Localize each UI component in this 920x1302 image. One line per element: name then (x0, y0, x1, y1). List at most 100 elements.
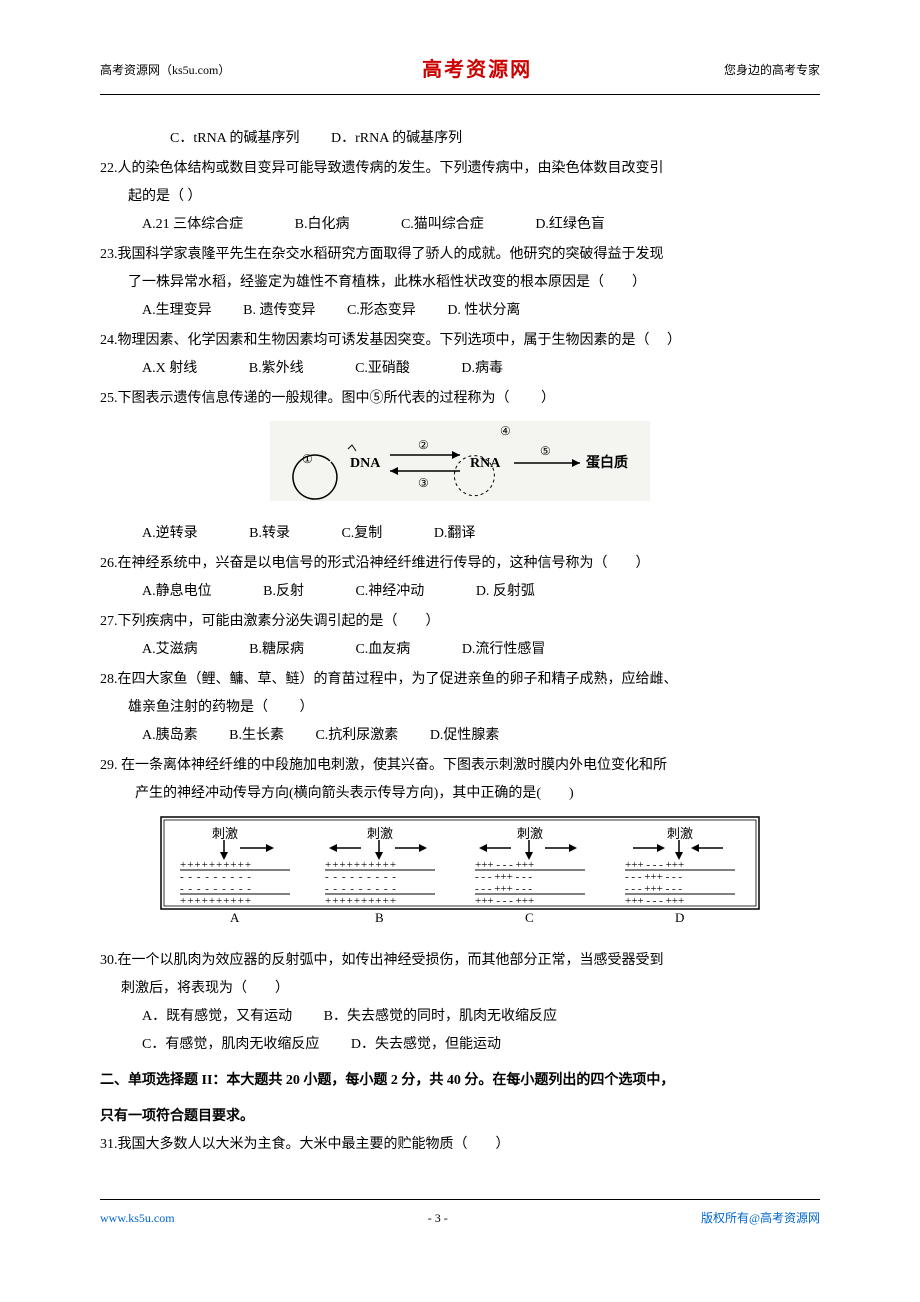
q25-label1: ① (302, 452, 313, 466)
q25-optD: D.翻译 (434, 526, 476, 541)
svg-text:- - - +++ - - -: - - - +++ - - - (475, 883, 532, 895)
question-31: 31.我国大多数人以大米为主食。大米中最主要的贮能物质（ ） (100, 1131, 820, 1159)
q25-label4: ④ (500, 424, 511, 438)
svg-text:- - - - - - - - -: - - - - - - - - - (180, 871, 252, 883)
svg-text:+++ - - - +++: +++ - - - +++ (625, 895, 684, 907)
q22-optB: B.白化病 (295, 217, 350, 232)
q29-panelC-label: C (525, 910, 534, 925)
q29-stimC: 刺激 (517, 826, 543, 841)
question-26: 26.在神经系统中，兴奋是以电信号的形式沿神经纤维进行传导的，这种信号称为（ ）… (100, 550, 820, 606)
question-30: 30.在一个以肌肉为效应器的反射弧中，如传出神经受损伤，而其他部分正常，当感受器… (100, 947, 820, 1059)
q23-stem2: 了一株异常水稻，经鉴定为雄性不育植株，此株水稻性状改变的根本原因是（ ） (100, 269, 820, 297)
q27-stem: 27.下列疾病中，可能由激素分泌失调引起的是（ ） (100, 608, 820, 636)
q21-optC: C．tRNA 的碱基序列 (170, 131, 300, 146)
question-24: 24.物理因素、化学因素和生物因素均可诱发基因突变。下列选项中，属于生物因素的是… (100, 327, 820, 383)
q30-stem2: 刺激后，将表现为（ ） (100, 975, 820, 1003)
q26-optB: B.反射 (263, 584, 304, 599)
svg-text:++++++++++: ++++++++++ (180, 859, 252, 871)
q25-dna: DNA (350, 456, 381, 471)
q27-optC: C.血友病 (355, 642, 410, 657)
q29-stem: 29. 在一条离体神经纤维的中段施加电刺激，使其兴奋。下图表示刺激时膜内外电位变… (100, 752, 820, 780)
svg-text:- - - - - - - - -: - - - - - - - - - (325, 883, 397, 895)
svg-text:+++ - - - +++: +++ - - - +++ (475, 859, 534, 871)
header-right: 您身边的高考专家 (724, 58, 820, 82)
section2-title1: 二、单项选择题 II：本大题共 20 小题，每小题 2 分，共 40 分。在每小… (100, 1067, 820, 1095)
q25-stem: 25.下图表示遗传信息传递的一般规律。图中⑤所代表的过程称为（ ） (100, 385, 820, 413)
q29-panelB-label: B (375, 910, 384, 925)
q24-optA: A.X 射线 (142, 361, 197, 376)
q25-label5: ⑤ (540, 444, 551, 458)
question-23: 23.我国科学家袁隆平先生在杂交水稻研究方面取得了骄人的成就。他研究的突破得益于… (100, 241, 820, 325)
header-center-logo: 高考资源网 (422, 50, 532, 90)
svg-text:+++ - - - +++: +++ - - - +++ (475, 895, 534, 907)
section2-title2: 只有一项符合题目要求。 (100, 1103, 820, 1131)
q22-optA: A.21 三体综合症 (142, 217, 243, 232)
q22-stem: 22.人的染色体结构或数目变异可能导致遗传病的发生。下列遗传病中，由染色体数目改… (100, 155, 820, 183)
q26-optC: C.神经冲动 (355, 584, 424, 599)
q30-optA: A．既有感觉，又有运动 (142, 1009, 292, 1024)
q28-optA: A.胰岛素 (142, 728, 198, 743)
q31-stem: 31.我国大多数人以大米为主食。大米中最主要的贮能物质（ ） (100, 1131, 820, 1159)
q22-optC: C.猫叫综合症 (401, 217, 484, 232)
q25-rna: RNA (470, 456, 501, 471)
q29-stimD: 刺激 (667, 826, 693, 841)
footer-left: www.ks5u.com (100, 1206, 175, 1230)
q27-optD: D.流行性感冒 (462, 642, 546, 657)
q21-optD: D．rRNA 的碱基序列 (331, 131, 462, 146)
q30-optB: B．失去感觉的同时，肌肉无收缩反应 (324, 1009, 557, 1024)
q28-stem2: 雄亲鱼注射的药物是（ ） (100, 694, 820, 722)
q23-optD: D. 性状分离 (447, 303, 520, 318)
q25-label2: ② (418, 438, 429, 452)
q24-optC: C.亚硝酸 (355, 361, 410, 376)
question-25: 25.下图表示遗传信息传递的一般规律。图中⑤所代表的过程称为（ ） ① DNA … (100, 385, 820, 548)
question-21-options: C．tRNA 的碱基序列 D．rRNA 的碱基序列 (100, 125, 820, 153)
q26-optD: D. 反射弧 (476, 584, 535, 599)
q24-optD: D.病毒 (461, 361, 503, 376)
header-left: 高考资源网（ks5u.com） (100, 58, 230, 82)
q28-optB: B.生长素 (229, 728, 284, 743)
q29-panelA-label: A (230, 910, 240, 925)
q29-stem2: 产生的神经冲动传导方向(横向箭头表示传导方向)，其中正确的是( ) (100, 780, 820, 808)
question-28: 28.在四大家鱼（鲤、鳙、草、鲢）的育苗过程中，为了促进亲鱼的卵子和精子成熟，应… (100, 666, 820, 750)
q26-optA: A.静息电位 (142, 584, 212, 599)
q28-stem: 28.在四大家鱼（鲤、鳙、草、鲢）的育苗过程中，为了促进亲鱼的卵子和精子成熟，应… (100, 666, 820, 694)
q27-optA: A.艾滋病 (142, 642, 198, 657)
q24-stem: 24.物理因素、化学因素和生物因素均可诱发基因突变。下列选项中，属于生物因素的是… (100, 327, 820, 355)
question-22: 22.人的染色体结构或数目变异可能导致遗传病的发生。下列遗传病中，由染色体数目改… (100, 155, 820, 239)
svg-text:++++++++++: ++++++++++ (325, 895, 397, 907)
q25-optA: A.逆转录 (142, 526, 198, 541)
svg-text:+++ - - - +++: +++ - - - +++ (625, 859, 684, 871)
q25-optB: B.转录 (249, 526, 290, 541)
q25-diagram: ① DNA ② ③ ④ RNA ⑤ 蛋白质 (100, 421, 820, 512)
page-footer: www.ks5u.com - 3 - 版权所有@高考资源网 (100, 1199, 820, 1230)
q22-optD: D.红绿色盲 (535, 217, 605, 232)
q29-stimB: 刺激 (367, 826, 393, 841)
svg-text:++++++++++: ++++++++++ (325, 859, 397, 871)
svg-text:- - - +++ - - -: - - - +++ - - - (475, 871, 532, 883)
q26-stem: 26.在神经系统中，兴奋是以电信号的形式沿神经纤维进行传导的，这种信号称为（ ） (100, 550, 820, 578)
q29-diagram: 刺激 ++++++++++ - - - - - - - - - - - - - … (100, 816, 820, 937)
q30-optD: D．失去感觉，但能运动 (351, 1037, 501, 1052)
q29-panelD-label: D (675, 910, 684, 925)
q25-optC: C.复制 (341, 526, 382, 541)
q27-optB: B.糖尿病 (249, 642, 304, 657)
q28-optC: C.抗利尿激素 (315, 728, 398, 743)
svg-text:- - - +++ - - -: - - - +++ - - - (625, 883, 682, 895)
page-header: 高考资源网（ks5u.com） 高考资源网 您身边的高考专家 (100, 50, 820, 95)
svg-text:- - - +++ - - -: - - - +++ - - - (625, 871, 682, 883)
q23-optC: C.形态变异 (347, 303, 416, 318)
footer-page-number: - 3 - (428, 1206, 448, 1230)
q23-optA: A.生理变异 (142, 303, 212, 318)
q23-optB: B. 遗传变异 (243, 303, 315, 318)
q23-stem: 23.我国科学家袁隆平先生在杂交水稻研究方面取得了骄人的成就。他研究的突破得益于… (100, 241, 820, 269)
q22-stem2: 起的是（ ） (100, 183, 820, 211)
q24-optB: B.紫外线 (249, 361, 304, 376)
question-29: 29. 在一条离体神经纤维的中段施加电刺激，使其兴奋。下图表示刺激时膜内外电位变… (100, 752, 820, 937)
svg-text:++++++++++: ++++++++++ (180, 895, 252, 907)
question-27: 27.下列疾病中，可能由激素分泌失调引起的是（ ） A.艾滋病 B.糖尿病 C.… (100, 608, 820, 664)
svg-text:- - - - - - - - -: - - - - - - - - - (180, 883, 252, 895)
q25-label3: ③ (418, 476, 429, 490)
q30-stem: 30.在一个以肌肉为效应器的反射弧中，如传出神经受损伤，而其他部分正常，当感受器… (100, 947, 820, 975)
footer-right: 版权所有@高考资源网 (701, 1206, 820, 1230)
q29-stimA: 刺激 (212, 826, 238, 841)
